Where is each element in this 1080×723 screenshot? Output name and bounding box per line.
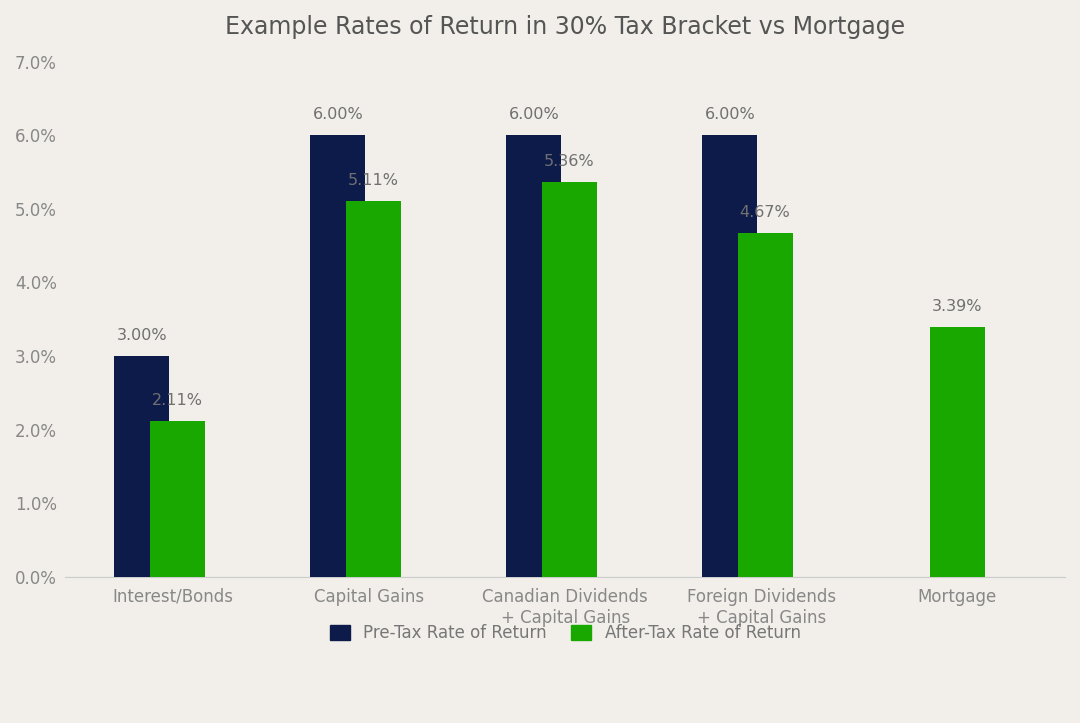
- Bar: [507, 135, 562, 577]
- Bar: [114, 356, 170, 577]
- Text: 6.00%: 6.00%: [704, 107, 755, 122]
- Bar: [150, 422, 204, 577]
- Text: 2.11%: 2.11%: [151, 393, 203, 408]
- Text: 3.39%: 3.39%: [932, 299, 983, 314]
- Text: 5.11%: 5.11%: [348, 173, 399, 187]
- Text: 3.00%: 3.00%: [117, 328, 167, 343]
- Bar: [346, 201, 401, 577]
- Text: 6.00%: 6.00%: [509, 107, 559, 122]
- Title: Example Rates of Return in 30% Tax Bracket vs Mortgage: Example Rates of Return in 30% Tax Brack…: [225, 15, 905, 39]
- Bar: [310, 135, 365, 577]
- Text: 6.00%: 6.00%: [312, 107, 363, 122]
- Bar: [738, 233, 793, 577]
- Bar: [702, 135, 757, 577]
- Text: 5.36%: 5.36%: [543, 154, 594, 169]
- Text: 4.67%: 4.67%: [740, 205, 791, 220]
- Legend: Pre-Tax Rate of Return, After-Tax Rate of Return: Pre-Tax Rate of Return, After-Tax Rate o…: [321, 616, 809, 651]
- Bar: [930, 328, 985, 577]
- Bar: [542, 182, 596, 577]
